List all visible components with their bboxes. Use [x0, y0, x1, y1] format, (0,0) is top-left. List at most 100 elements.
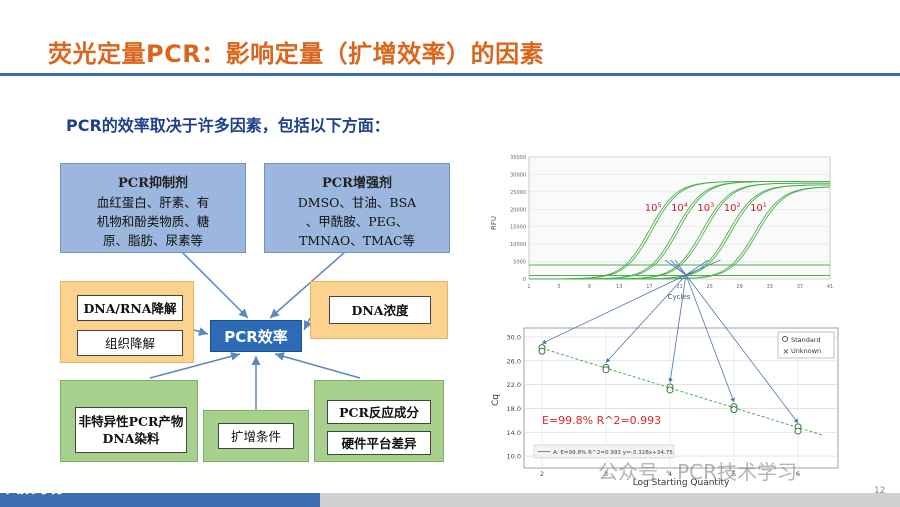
- std-y-tick: 26.0: [507, 357, 521, 365]
- amp-x-tick: 5: [558, 284, 561, 290]
- amp-y-tick: 30000: [510, 172, 526, 178]
- amp-x-tick: 13: [616, 284, 622, 290]
- std-x-tick: 5: [732, 470, 736, 478]
- amp-y-tick: 20000: [510, 207, 526, 213]
- legend-unknown-marker: ×: [783, 347, 790, 356]
- std-point: [538, 347, 546, 355]
- amp-series-label: 103: [697, 201, 714, 214]
- amp-x-tick: 25: [706, 284, 712, 290]
- pointer-line: [668, 274, 687, 383]
- arrow-right-mid: [303, 317, 313, 331]
- amp-x-tick: 21: [676, 284, 682, 290]
- amp-x-axis-label: Cycles: [668, 293, 691, 301]
- pointer-line: [605, 274, 687, 363]
- inhibitors-line: 血红蛋白、肝素、有: [96, 195, 210, 210]
- amp-y-tick: 35000: [510, 155, 526, 161]
- page-number: 12: [874, 486, 886, 496]
- amp-x-tick: 9: [588, 284, 591, 290]
- tissue-degradation-box: 组织降解: [77, 330, 183, 356]
- std-point: [602, 366, 610, 374]
- arrow-bottom-right: [274, 352, 361, 379]
- amplification-conditions-box: 扩增条件: [218, 423, 294, 449]
- dna-concentration-panel: DNA浓度: [310, 281, 448, 339]
- std-legend: [777, 331, 835, 359]
- pointer-line-up: [669, 260, 687, 276]
- std-x-tick: 2: [540, 470, 544, 478]
- nonspecific-box: 非特异性PCR产物 DNA染料: [75, 407, 187, 453]
- legend-standard-marker: [782, 336, 788, 342]
- arrow-enhancers: [269, 251, 346, 319]
- amplification-chart: 105 104 103 102 101 35000 30000 25000 20000 1500…: [486, 143, 850, 303]
- amp-x-tick: 1: [527, 284, 530, 290]
- std-y-tick: 30.0: [507, 333, 521, 341]
- arrow-left-mid: [193, 327, 209, 336]
- dna-dye-line: DNA染料: [102, 431, 160, 446]
- pointer-line-up: [685, 260, 722, 276]
- connector-arrows: [149, 249, 361, 410]
- amp-y-tick: 15000: [510, 225, 526, 231]
- legend-standard-label: Standard: [791, 336, 821, 344]
- subtitle: PCR的效率取决于许多因素，包括以下方面：: [66, 116, 390, 135]
- std-x-tick: 4: [668, 470, 672, 478]
- arrow-bottom-left: [149, 351, 241, 379]
- amp-x-tick: 33: [767, 284, 773, 290]
- pointer-line-up: [674, 260, 687, 276]
- reaction-components-box: PCR反应成分: [327, 400, 431, 424]
- fit-legend-box: [533, 444, 675, 459]
- amplification-conditions-panel: 扩增条件: [203, 410, 309, 462]
- nonspecific-panel: 非特异性PCR产物 DNA染料: [60, 380, 198, 462]
- enhancers-panel: PCR增强剂 DMSO、甘油、BSA 、甲酰胺、PEG、 TMNAO、TMAC等: [264, 163, 450, 253]
- degradation-panel: DNA/RNA降解 组织降解: [60, 281, 194, 363]
- std-y-tick: 14.0: [507, 429, 521, 437]
- std-point: [666, 386, 674, 394]
- std-y-tick: 22.0: [507, 381, 521, 389]
- dna-concentration-box: DNA浓度: [329, 296, 431, 324]
- std-y-tick: 10.0: [507, 453, 521, 461]
- amp-y-axis-label: RFU: [490, 216, 498, 230]
- arrow-inhibitors: [179, 249, 249, 319]
- pointer-line-up: [664, 260, 687, 276]
- pointer-line: [685, 274, 799, 424]
- slide-title: 荧光定量PCR：影响定量（扩增效率）的因素: [48, 40, 545, 68]
- enhancers-line: 、甲酰胺、PEG、: [305, 214, 409, 229]
- amp-x-tick: 29: [737, 284, 743, 290]
- amp-x-tick: 41: [827, 284, 833, 290]
- std-point: [794, 427, 802, 435]
- amp-series-label: 105: [645, 201, 662, 214]
- amp-x-tick: 17: [646, 284, 652, 290]
- enhancers-heading: PCR增强剂: [322, 176, 392, 191]
- pointer-line: [685, 274, 735, 403]
- pcr-efficiency-box: PCR效率: [210, 320, 302, 352]
- efficiency-annotation: E=99.8% R^2=0.993: [542, 414, 661, 427]
- legend-unknown-label: Unknown: [791, 347, 821, 355]
- amp-y-tick: 5000: [513, 260, 526, 266]
- inhibitors-panel: PCR抑制剂 血红蛋白、肝素、有 机物和酚类物质、糖 原、脂肪、尿素等: [60, 163, 246, 253]
- fit-legend-text: A: E=99.8% R^2=0.993 y=-3.328x+34.75: [553, 450, 673, 456]
- inhibitors-text: 血红蛋白、肝素、有 机物和酚类物质、糖 原、脂肪、尿素等: [61, 193, 245, 250]
- amp-y-tick: 25000: [510, 190, 526, 196]
- amp-series-label: 104: [671, 201, 688, 214]
- std-point: [730, 406, 738, 414]
- pointer-lines: [541, 260, 799, 424]
- enhancers-line: DMSO、甘油、BSA: [297, 195, 417, 210]
- inhibitors-line: 机物和酚类物质、糖: [96, 214, 210, 229]
- title-divider: [0, 73, 900, 76]
- amp-curve: [529, 186, 831, 280]
- amp-y-tick: 10000: [510, 242, 526, 248]
- std-fit-line: [541, 347, 824, 437]
- amp-series-label: 102: [724, 201, 741, 214]
- pointer-line: [541, 274, 687, 344]
- std-y-tick: 18.0: [507, 405, 521, 413]
- dna-rna-degradation-box: DNA/RNA降解: [77, 295, 183, 321]
- std-x-tick: 6: [796, 470, 800, 478]
- watermark: 公众号 · PCR技术学习: [598, 460, 797, 484]
- reaction-hardware-panel: PCR反应成分 硬件平台差异: [314, 380, 444, 462]
- std-y-axis-label: Cq: [491, 394, 501, 406]
- nonspecific-line: 非特异性PCR产物: [78, 414, 184, 429]
- footer-bar-grey: [320, 493, 900, 507]
- amp-y-tick: 0: [523, 277, 526, 283]
- enhancers-line: TMNAO、TMAC等: [298, 233, 416, 248]
- footer-logo: 大数跨境: [6, 481, 62, 497]
